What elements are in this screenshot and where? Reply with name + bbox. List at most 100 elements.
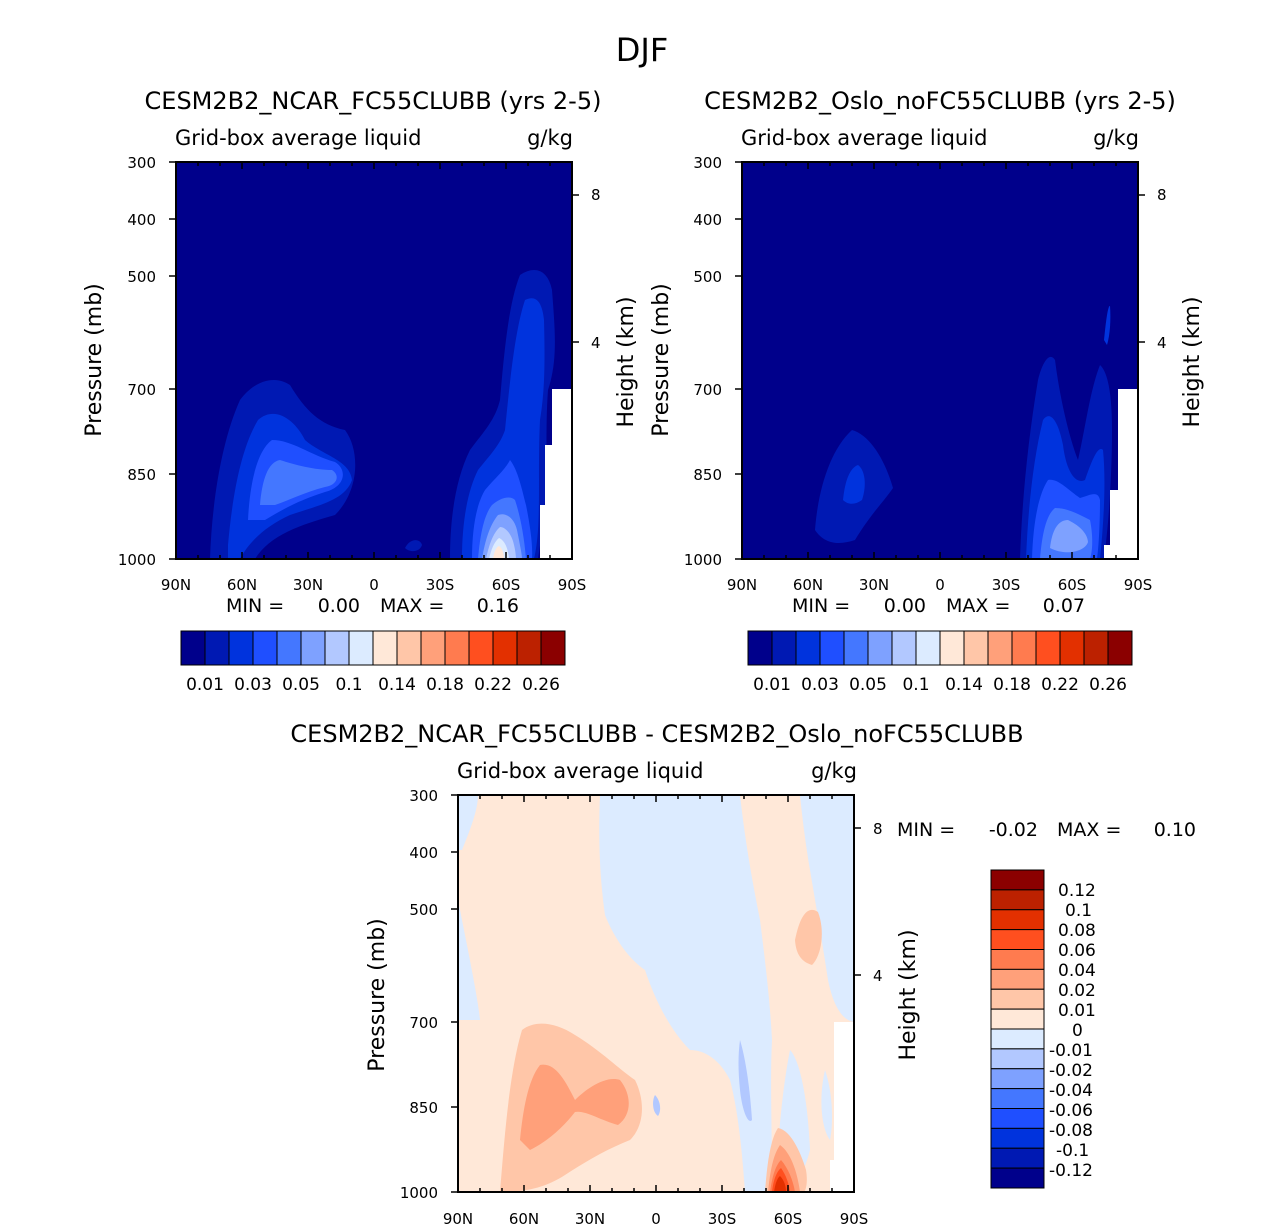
colorbar-swatch xyxy=(1083,630,1109,666)
colorbar-swatch xyxy=(990,1048,1045,1070)
contour-level xyxy=(795,909,822,965)
colorbar-label: 0.1 xyxy=(335,675,362,695)
x-tick-label: 30S xyxy=(708,1210,737,1228)
colorbar-label: 0.1 xyxy=(1065,901,1092,921)
contour-level xyxy=(774,1176,786,1192)
min-value: -0.02 xyxy=(989,819,1038,841)
min-label: MIN = xyxy=(792,595,850,617)
colorbar-label: 0.22 xyxy=(1041,675,1079,695)
x-tick-label: 0 xyxy=(651,1210,661,1228)
max-value: 0.16 xyxy=(477,595,519,617)
colorbar-swatch xyxy=(396,630,422,666)
colorbar-swatch xyxy=(939,630,965,666)
max-label: MAX = xyxy=(380,595,444,617)
colorbar-swatch xyxy=(867,630,893,666)
colorbar-label: 0.1 xyxy=(902,675,929,695)
contour-level xyxy=(821,1070,833,1140)
colorbar-label: -0.02 xyxy=(1049,1061,1093,1081)
y-tick-label: 700 xyxy=(409,1014,438,1032)
max-value: 0.07 xyxy=(1043,595,1085,617)
colorbar-label: -0.12 xyxy=(1049,1161,1093,1181)
contour-level xyxy=(1104,305,1111,345)
colorbar-swatch xyxy=(1059,630,1085,666)
colorbar-label: 0.04 xyxy=(1058,961,1096,981)
colorbar-label: 0.01 xyxy=(753,675,791,695)
panel-units: g/kg xyxy=(527,126,573,150)
colorbar-swatch xyxy=(990,1068,1045,1090)
x-tick-label: 30N xyxy=(859,576,889,594)
x-tick-label: 60N xyxy=(793,576,823,594)
colorbar-label: 0.12 xyxy=(1058,881,1096,901)
y-tick-label: 500 xyxy=(693,268,722,286)
x-tick-label: 60S xyxy=(774,1210,803,1228)
colorbar-label: 0.14 xyxy=(945,675,983,695)
colorbar-swatch xyxy=(990,949,1045,970)
contour-level xyxy=(1050,520,1088,553)
colorbar-label: 0.18 xyxy=(426,675,464,695)
colorbar-swatch xyxy=(1107,630,1133,666)
colorbar-swatch xyxy=(276,630,302,666)
x-tick-label: 0 xyxy=(935,576,945,594)
colorbar-swatch xyxy=(990,929,1045,950)
y-tick-label: 1000 xyxy=(400,1184,438,1202)
colorbar xyxy=(990,869,1045,1189)
colorbar-swatch xyxy=(990,869,1045,891)
x-tick-label: 90S xyxy=(558,576,587,594)
colorbar-swatch xyxy=(516,630,542,666)
contour-level xyxy=(493,546,504,559)
colorbar-label: 0.22 xyxy=(474,675,512,695)
x-tick-label: 60N xyxy=(227,576,257,594)
colorbar-swatch xyxy=(492,630,518,666)
colorbar-label: 0.02 xyxy=(1058,981,1096,1001)
max-label: MAX = xyxy=(946,595,1010,617)
panel-subtitle: Grid-box average liquid xyxy=(457,759,703,783)
panel-title: CESM2B2_NCAR_FC55CLUBB - CESM2B2_Oslo_no… xyxy=(290,720,1023,748)
x-tick-label: 30S xyxy=(992,576,1021,594)
colorbar-label: 0.08 xyxy=(1058,921,1096,941)
y-tick-label: 300 xyxy=(693,154,722,172)
y-tick-label: 500 xyxy=(127,268,156,286)
colorbar-swatch xyxy=(348,630,374,666)
colorbar-label: 0.05 xyxy=(282,675,320,695)
panel-ncar: CESM2B2_NCAR_FC55CLUBB (yrs 2-5) Grid-bo… xyxy=(82,87,639,695)
y-tick-label: 500 xyxy=(409,901,438,919)
y-tick-label: 850 xyxy=(409,1099,438,1117)
y-tick-label: 850 xyxy=(127,466,156,484)
y-axis-label: Pressure (mb) xyxy=(82,283,107,437)
x-tick-label: 30S xyxy=(426,576,455,594)
x-tick-label: 60S xyxy=(1058,576,1087,594)
colorbar-swatch xyxy=(990,909,1045,931)
colorbar-swatch xyxy=(990,1108,1045,1129)
colorbar-label: 0 xyxy=(1072,1021,1083,1041)
colorbar-swatch xyxy=(1035,630,1061,666)
colorbar-swatch xyxy=(747,630,773,666)
min-value: 0.00 xyxy=(318,595,360,617)
x-tick-label: 60S xyxy=(492,576,521,594)
panel-oslo: CESM2B2_Oslo_noFC55CLUBB (yrs 2-5) Grid-… xyxy=(649,87,1205,695)
colorbar-label: 0.05 xyxy=(849,675,887,695)
colorbar-swatch xyxy=(444,630,470,666)
contour-level xyxy=(260,460,337,505)
panel-title: CESM2B2_Oslo_noFC55CLUBB (yrs 2-5) xyxy=(704,87,1176,115)
x-tick-label: 90N xyxy=(161,576,191,594)
colorbar-label: 0.01 xyxy=(186,675,224,695)
colorbar xyxy=(747,630,1133,666)
y-tick-label: 1000 xyxy=(118,551,156,569)
colorbar-label: -0.06 xyxy=(1049,1101,1093,1121)
y-axis-label: Pressure (mb) xyxy=(649,283,674,437)
min-label: MIN = xyxy=(226,595,284,617)
y2-tick-label: 4 xyxy=(873,967,883,985)
colorbar-swatch xyxy=(990,1028,1045,1050)
colorbar xyxy=(180,630,566,666)
x-tick-label: 90S xyxy=(840,1210,869,1228)
colorbar-label: 0.26 xyxy=(522,675,560,695)
colorbar-swatch xyxy=(771,630,797,666)
colorbar-swatch xyxy=(795,630,821,666)
colorbar-swatch xyxy=(420,630,446,666)
panel-title: CESM2B2_NCAR_FC55CLUBB (yrs 2-5) xyxy=(145,87,602,115)
missing-data xyxy=(1104,389,1138,559)
y-axis-label: Pressure (mb) xyxy=(365,918,390,1072)
missing-data xyxy=(830,1022,854,1192)
x-tick-label: 90S xyxy=(1124,576,1153,594)
missing-data xyxy=(540,389,572,559)
